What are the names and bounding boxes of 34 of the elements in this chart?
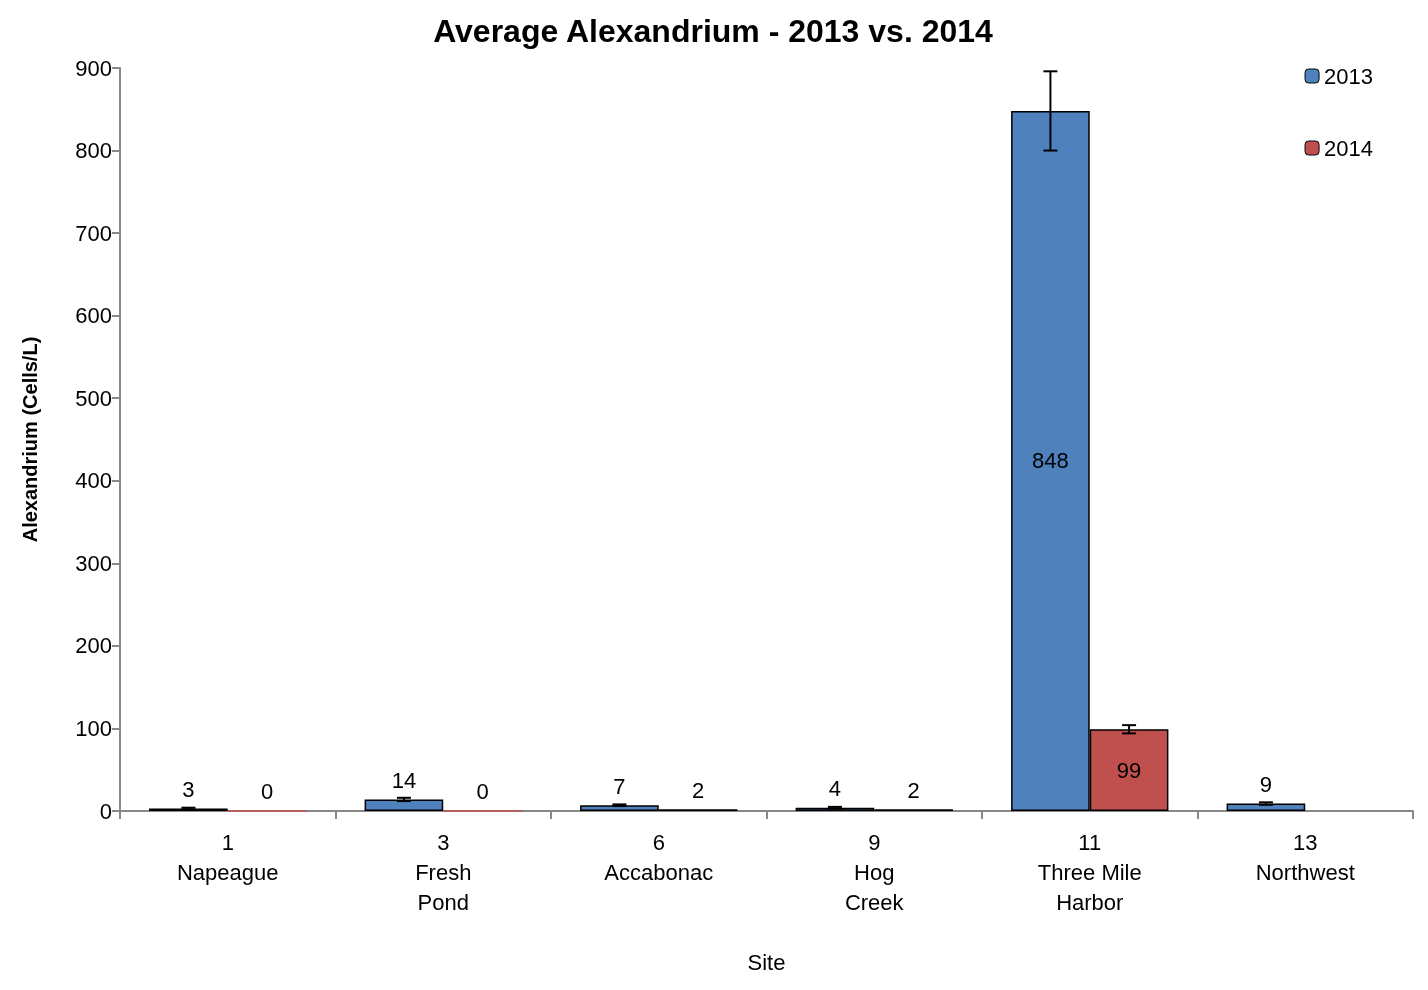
- data-label: 9: [1259, 772, 1273, 798]
- y-tick-label: 900: [75, 55, 112, 81]
- data-label: 2: [691, 777, 705, 803]
- y-tick-label: 0: [99, 798, 112, 824]
- data-label: 0: [260, 778, 274, 804]
- x-tick-label: 11 Three Mile Harbor: [1037, 829, 1142, 915]
- bar: [364, 799, 444, 811]
- legend-label: 2014: [1324, 135, 1374, 161]
- y-tick-label: 700: [75, 220, 112, 246]
- x-tick-label: 3 Fresh Pond: [415, 829, 472, 915]
- data-label: 99: [1116, 757, 1142, 783]
- x-axis-title: Site: [747, 949, 786, 975]
- x-tick-label: 1 Napeague: [176, 829, 279, 885]
- legend-label: 2013: [1324, 63, 1374, 89]
- y-tick-label: 600: [75, 303, 112, 329]
- data-label: 4: [828, 776, 842, 802]
- y-tick-label: 200: [75, 633, 112, 659]
- x-tick-label: 13 Northwest: [1255, 829, 1355, 885]
- x-tick-label: 6 Accabonac: [604, 829, 714, 885]
- y-tick-label: 300: [75, 550, 112, 576]
- data-label: 3: [182, 777, 195, 803]
- y-tick-label: 800: [75, 138, 112, 164]
- data-label: 14: [391, 767, 417, 793]
- chart-title: Average Alexandrium - 2013 vs. 2014: [433, 13, 994, 49]
- y-tick-label: 100: [75, 715, 112, 741]
- data-label: 2: [907, 777, 920, 803]
- y-axis-title: Alexandrium (Cells/L): [19, 336, 41, 543]
- x-tick-label: 9 Hog Creek: [844, 829, 905, 915]
- y-tick-label: 500: [75, 385, 112, 411]
- data-label: 848: [1032, 448, 1069, 474]
- y-tick-label: 400: [75, 468, 112, 494]
- data-label: 0: [476, 778, 489, 804]
- data-label: 7: [613, 773, 626, 799]
- bar: [1226, 803, 1306, 811]
